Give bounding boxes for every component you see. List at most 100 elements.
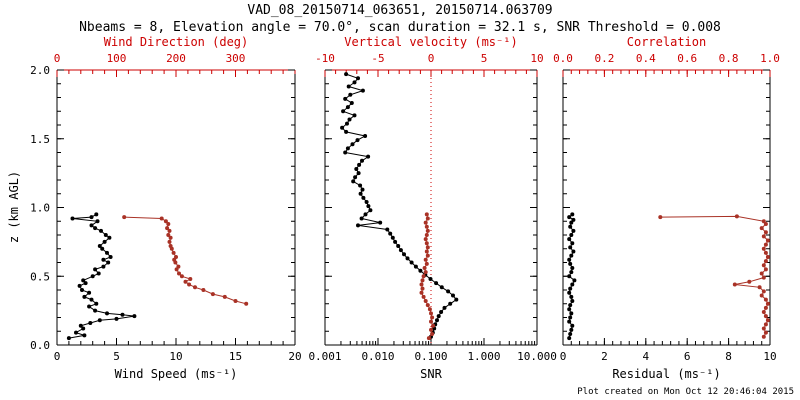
marker-residual xyxy=(569,294,574,299)
x-axis-label-bottom: Residual (ms⁻¹) xyxy=(612,367,720,381)
marker-wind-direction xyxy=(174,255,178,259)
residual-panel: 0 2 4 6 8 10 0.0 0.2 0.4 0.6 0.8 1.0 Residual (ms⁻¹)… xyxy=(553,35,780,381)
marker-wind-speed xyxy=(78,323,83,328)
marker-snr xyxy=(409,260,414,265)
marker-snr xyxy=(378,220,383,225)
marker-vertical-velocity xyxy=(423,257,428,262)
marker-correlation xyxy=(759,226,764,231)
marker-wind-speed xyxy=(94,212,99,217)
marker-vertical-velocity xyxy=(425,216,430,221)
marker-correlation xyxy=(763,250,768,255)
marker-correlation xyxy=(763,297,768,302)
marker-wind-direction xyxy=(166,222,171,226)
marker-residual xyxy=(569,311,574,316)
marker-snr xyxy=(345,121,349,126)
svg-text:0: 0 xyxy=(428,52,435,65)
marker-correlation xyxy=(759,293,764,298)
marker-vertical-velocity xyxy=(424,249,429,254)
marker-snr xyxy=(357,162,362,167)
marker-snr xyxy=(354,167,359,171)
marker-residual xyxy=(568,315,573,320)
marker-correlation xyxy=(763,305,768,310)
marker-snr xyxy=(388,231,393,236)
svg-text:6: 6 xyxy=(684,350,691,363)
marker-snr xyxy=(358,191,363,196)
svg-text:-5: -5 xyxy=(371,52,384,65)
marker-vertical-velocity xyxy=(423,237,428,242)
marker-snr xyxy=(361,195,366,200)
marker-vertical-velocity xyxy=(420,286,425,291)
marker-residual xyxy=(571,249,576,254)
marker-wind-speed xyxy=(82,294,87,299)
marker-snr xyxy=(356,171,361,176)
marker-snr xyxy=(345,105,350,110)
marker-wind-direction xyxy=(233,299,238,303)
svg-text:0.4: 0.4 xyxy=(636,52,656,65)
marker-snr xyxy=(359,216,364,221)
svg-text:0: 0 xyxy=(560,350,567,363)
marker-vertical-velocity xyxy=(425,253,430,258)
marker-vertical-velocity xyxy=(424,241,429,246)
svg-text:10: 10 xyxy=(530,52,543,65)
snr-panel: 0.001 0.010 0.100 1.000 10.000 -10 -5 0 5 10 SNR Ve… xyxy=(308,35,556,381)
marker-wind-direction xyxy=(171,250,176,255)
marker-wind-speed xyxy=(99,228,103,233)
svg-text:0.010: 0.010 xyxy=(361,350,394,363)
marker-snr xyxy=(366,154,371,159)
svg-text:300: 300 xyxy=(226,52,246,65)
marker-snr xyxy=(343,150,348,155)
marker-wind-speed xyxy=(80,288,84,292)
marker-correlation xyxy=(765,318,770,323)
marker-vertical-velocity xyxy=(421,274,426,279)
marker-residual xyxy=(570,323,575,328)
marker-snr xyxy=(344,129,349,134)
marker-snr xyxy=(396,244,401,248)
marker-wind-direction xyxy=(165,226,170,231)
marker-residual xyxy=(569,270,574,275)
marker-snr xyxy=(398,248,403,253)
marker-residual xyxy=(567,215,572,220)
marker-residual xyxy=(568,303,573,308)
marker-wind-speed xyxy=(93,267,98,272)
marker-correlation xyxy=(765,238,770,243)
marker-wind-speed xyxy=(81,326,86,331)
svg-text:2.0: 2.0 xyxy=(30,64,50,77)
marker-correlation xyxy=(761,219,766,224)
marker-residual xyxy=(568,261,573,266)
marker-vertical-velocity xyxy=(424,224,429,229)
marker-vertical-velocity xyxy=(427,307,432,312)
marker-wind-speed xyxy=(97,244,102,248)
marker-vertical-velocity xyxy=(431,323,436,328)
marker-snr xyxy=(343,96,348,101)
marker-snr xyxy=(340,125,345,130)
marker-correlation xyxy=(763,314,768,319)
marker-wind-speed xyxy=(93,226,98,231)
marker-wind-speed xyxy=(88,321,93,325)
marker-wind-speed xyxy=(82,333,87,338)
marker-residual xyxy=(570,266,575,270)
marker-residual xyxy=(567,336,572,341)
marker-snr xyxy=(446,289,451,294)
marker-wind-speed xyxy=(89,297,94,302)
marker-snr xyxy=(413,264,418,269)
marker-vertical-velocity xyxy=(419,282,424,287)
marker-snr xyxy=(341,109,346,114)
svg-text:200: 200 xyxy=(166,52,186,65)
svg-text:15: 15 xyxy=(229,350,242,363)
marker-snr xyxy=(364,200,369,204)
marker-residual xyxy=(570,212,575,217)
marker-snr xyxy=(451,293,455,298)
marker-wind-direction xyxy=(176,264,181,269)
marker-snr xyxy=(344,72,349,77)
svg-text:0.5: 0.5 xyxy=(30,270,50,283)
svg-text:0.6: 0.6 xyxy=(677,52,697,65)
marker-residual xyxy=(567,257,572,262)
marker-vertical-velocity xyxy=(429,311,433,316)
svg-text:4: 4 xyxy=(642,350,649,363)
marker-snr xyxy=(347,117,352,122)
x-axis-label-bottom: SNR xyxy=(420,367,442,381)
marker-wind-direction xyxy=(163,219,168,224)
marker-vertical-velocity xyxy=(425,303,430,308)
svg-text:0.001: 0.001 xyxy=(308,350,341,363)
